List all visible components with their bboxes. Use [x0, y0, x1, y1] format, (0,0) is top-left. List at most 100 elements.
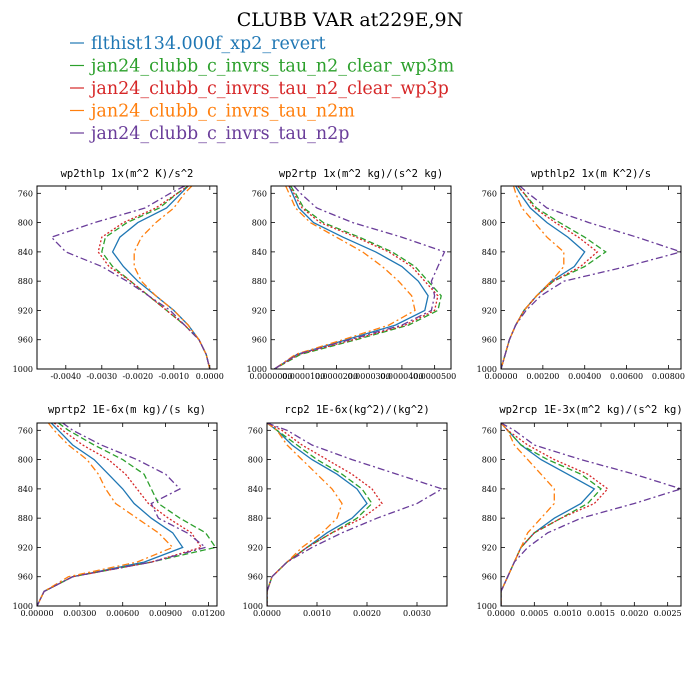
- panel-1: wp2thlp 1x(m^2 K)/s^2 760 800 840 880 920 960 1…: [13, 168, 224, 381]
- series-group: [37, 423, 217, 606]
- legend-label: jan24_clubb_c_invrs_tau_n2_clear_wp3m: [89, 57, 455, 77]
- series-group: [273, 186, 446, 369]
- x-tick-label: 0.00900: [149, 609, 182, 618]
- series-line: [273, 186, 429, 369]
- x-tick-label: 0.0000300: [348, 372, 391, 381]
- y-tick-label: 920: [18, 306, 33, 315]
- panel-6: wp2rcp 1E-3x(m^2 kg)/(s^2 kg) 760 800 840 88…: [477, 404, 683, 618]
- y-tick-label: 1000: [247, 365, 267, 374]
- y-tick-label: 960: [252, 336, 267, 345]
- x-tick-label: 0.00300: [63, 609, 96, 618]
- y-tick-label: 1000: [477, 602, 497, 611]
- x-tick-label: 0.00000: [484, 372, 517, 381]
- plot-frame: [36, 185, 218, 370]
- x-tick-label: 0.00000: [20, 609, 53, 618]
- x-tick-label: 0.00600: [610, 372, 643, 381]
- y-tick-label: 760: [18, 426, 33, 435]
- plot-frame: [500, 422, 682, 607]
- y-tick-label: 800: [482, 219, 497, 228]
- x-tick-label: 0.0025: [654, 609, 682, 618]
- series-line: [50, 186, 211, 369]
- x-tick-label: 0.0000100: [282, 372, 325, 381]
- y-tick-label: 800: [18, 219, 33, 228]
- y-tick-label: 920: [482, 306, 497, 315]
- x-tick-label: 0.0010: [554, 609, 582, 618]
- y-tick-label: 960: [482, 573, 497, 582]
- x-tick-label: 0.0000000: [249, 372, 292, 381]
- panel-4: wprtp2 1E-6x(m kg)/(s kg) 760 800 840 880 920…: [13, 404, 225, 618]
- panel-title: wp2thlp 1x(m^2 K)/s^2: [61, 168, 194, 180]
- x-tick-label: 0.0020: [620, 609, 648, 618]
- x-tick-label: -0.0010: [158, 372, 189, 381]
- x-tick-label: -0.0030: [86, 372, 117, 381]
- series-group: [50, 186, 211, 369]
- plot-frame: [270, 185, 452, 370]
- x-tick-label: 0.0000500: [413, 372, 456, 381]
- y-tick-label: 800: [482, 456, 497, 465]
- y-tick-label: 960: [18, 336, 33, 345]
- series-line: [501, 423, 596, 606]
- y-tick-label: 840: [252, 248, 267, 257]
- y-tick-label: 760: [18, 189, 33, 198]
- legend: flthist134.000f_xp2_revert jan24_clubb_c_…: [70, 34, 455, 144]
- series-line: [133, 186, 211, 369]
- series-line: [37, 423, 203, 606]
- y-tick-label: 840: [248, 485, 263, 494]
- x-tick-label: 0.00800: [652, 372, 685, 381]
- x-tick-label: 0.01200: [192, 609, 225, 618]
- y-tick-label: 1000: [13, 365, 33, 374]
- x-tick-label: 0.00200: [526, 372, 559, 381]
- legend-entry: jan24_clubb_c_invrs_tau_n2p: [70, 124, 349, 144]
- x-tick-label: 0.0030: [403, 609, 431, 618]
- legend-label: jan24_clubb_c_invrs_tau_n2p: [89, 124, 349, 144]
- y-tick-label: 840: [482, 248, 497, 257]
- x-tick-label: 0.00400: [568, 372, 601, 381]
- x-tick-label: 0.0000: [487, 609, 515, 618]
- plot-frame: [266, 422, 448, 607]
- legend-entry: jan24_clubb_c_invrs_tau_n2m: [70, 102, 355, 122]
- legend-entry: jan24_clubb_c_invrs_tau_n2_clear_wp3m: [70, 57, 455, 77]
- y-tick-label: 880: [18, 514, 33, 523]
- legend-entry: jan24_clubb_c_invrs_tau_n2_clear_wp3p: [70, 79, 449, 99]
- panel-5: rcp2 1E-6x(kg^2)/(kg^2) 760 800 840 880 920 96…: [243, 404, 448, 618]
- panels: wp2thlp 1x(m^2 K)/s^2 760 800 840 880 920 960 1…: [13, 168, 685, 618]
- x-tick-label: -0.0040: [50, 372, 81, 381]
- series-group: [501, 186, 681, 369]
- legend-entry: flthist134.000f_xp2_revert: [70, 34, 326, 54]
- panel-title: wp2rcp 1E-3x(m^2 kg)/(s^2 kg): [499, 404, 682, 416]
- series-line: [273, 186, 446, 369]
- series-line: [501, 186, 681, 369]
- series-line: [37, 423, 174, 606]
- panel-3: wpthlp2 1x(m K^2)/s 760 800 840 880 920 960 100…: [477, 168, 685, 381]
- series-line: [37, 423, 184, 606]
- y-tick-label: 920: [248, 543, 263, 552]
- series-line: [37, 423, 217, 606]
- x-tick-label: 0.0000: [196, 372, 224, 381]
- series-line: [501, 186, 565, 369]
- x-tick-label: 0.0000400: [380, 372, 423, 381]
- panel-title: wprtp2 1E-6x(m kg)/(s kg): [48, 404, 206, 416]
- y-tick-label: 760: [482, 189, 497, 198]
- panel-title: wp2rtp 1x(m^2 kg)/(s^2 kg): [279, 168, 443, 180]
- series-line: [267, 423, 444, 606]
- plot-frame: [500, 185, 682, 370]
- y-tick-label: 920: [18, 543, 33, 552]
- legend-label: jan24_clubb_c_invrs_tau_n2m: [89, 102, 355, 122]
- figure-title: CLUBB VAR at229E,9N: [237, 9, 463, 31]
- series-line: [273, 186, 439, 369]
- legend-label: flthist134.000f_xp2_revert: [91, 34, 326, 54]
- y-tick-label: 880: [482, 514, 497, 523]
- y-tick-label: 960: [248, 573, 263, 582]
- series-line: [501, 186, 599, 369]
- y-tick-label: 760: [482, 426, 497, 435]
- y-tick-label: 840: [18, 248, 33, 257]
- y-tick-label: 920: [482, 543, 497, 552]
- y-tick-label: 800: [248, 456, 263, 465]
- y-tick-label: 840: [482, 485, 497, 494]
- y-tick-label: 880: [252, 277, 267, 286]
- y-tick-label: 1000: [13, 602, 33, 611]
- panel-title: rcp2 1E-6x(kg^2)/(kg^2): [284, 404, 429, 416]
- plot-frame: [36, 422, 218, 607]
- y-tick-label: 920: [252, 306, 267, 315]
